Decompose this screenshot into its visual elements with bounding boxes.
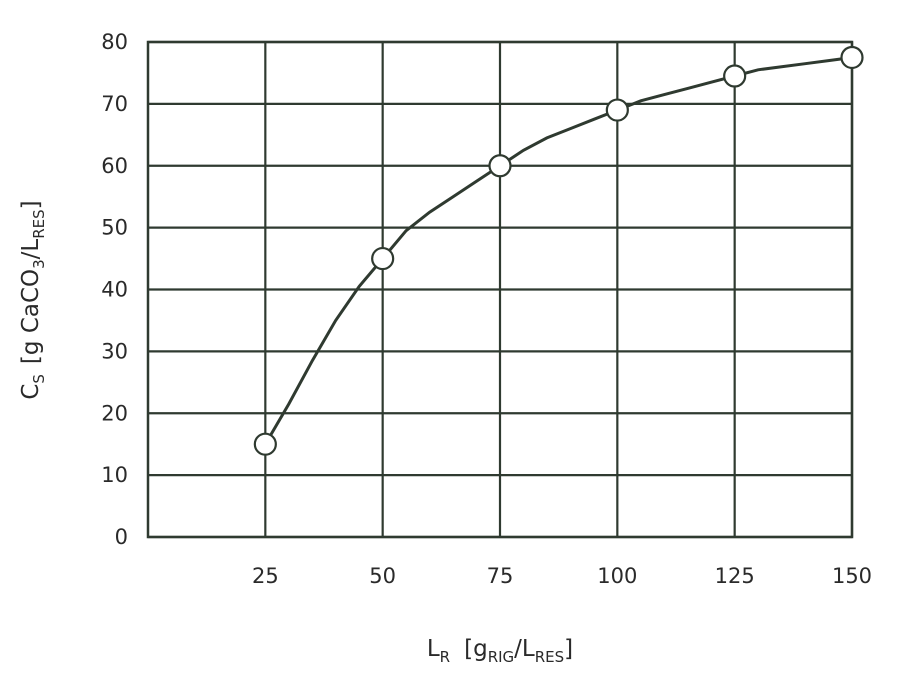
y-tick-label: 0 [115, 525, 128, 549]
data-markers [253, 45, 864, 456]
data-point [371, 246, 395, 271]
x-tick-label: 75 [487, 564, 514, 588]
data-point [488, 154, 512, 178]
data-point [723, 64, 747, 88]
x-tick-label: 25 [252, 564, 279, 588]
data-point [605, 98, 629, 122]
plot-frame [146, 40, 854, 539]
y-tick-labels: 0 10 20 30 40 50 60 70 80 [101, 30, 128, 549]
x-tick-label: 50 [369, 564, 396, 588]
y-axis-label: CS[g CaCO3/LRES] [18, 200, 48, 399]
y-tick-label: 80 [101, 30, 128, 54]
y-tick-label: 20 [101, 401, 128, 425]
x-tick-label: 125 [715, 564, 755, 588]
grid [148, 40, 854, 539]
x-tick-label: 100 [597, 564, 637, 588]
y-tick-label: 10 [101, 463, 128, 487]
y-tick-label: 60 [101, 154, 128, 178]
y-tick-label: 30 [101, 339, 128, 363]
x-tick-label: 150 [832, 564, 872, 588]
data-point [253, 432, 277, 456]
data-point [840, 45, 864, 70]
x-axis-label: LR [gRIG/LRES] [427, 636, 573, 666]
x-tick-labels: 25 50 75 100 125 150 [252, 564, 872, 588]
series-line [264, 56, 853, 445]
y-tick-label: 50 [101, 216, 128, 240]
y-tick-label: 40 [101, 278, 128, 302]
y-tick-label: 70 [101, 92, 128, 116]
